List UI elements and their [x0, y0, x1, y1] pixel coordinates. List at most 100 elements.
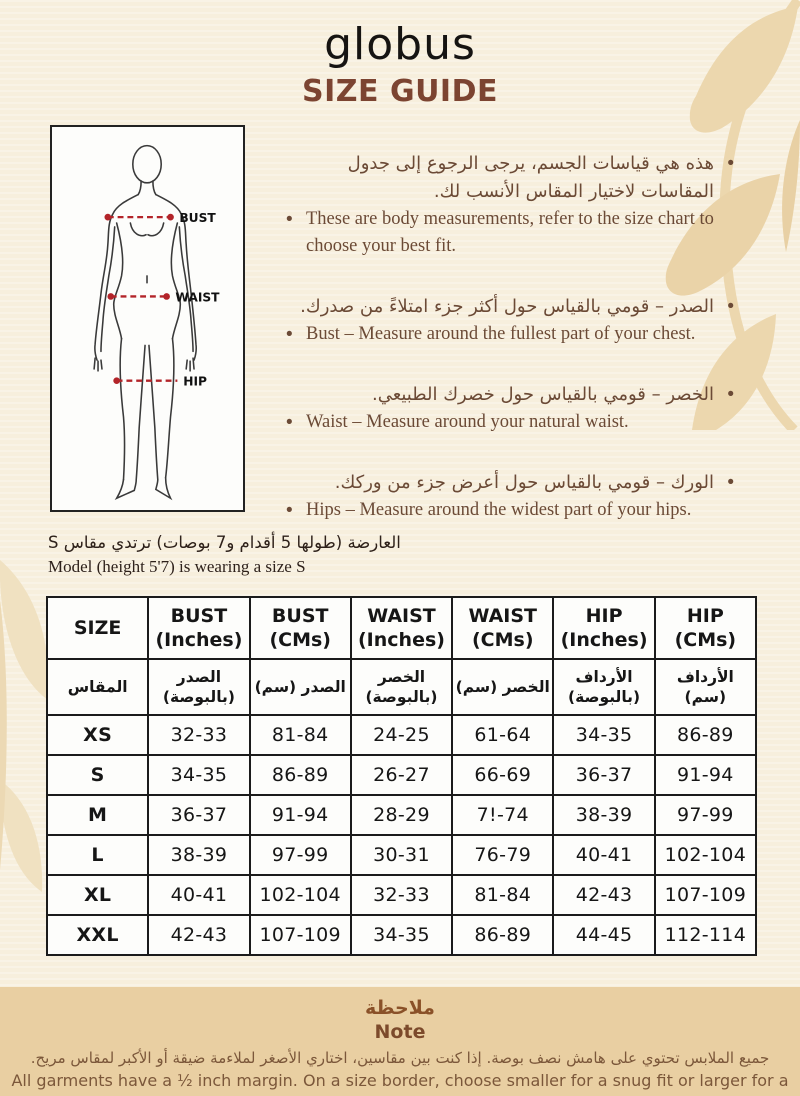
bullet-text-ar: الورك – قومي بالقياس حول أعرض جزء من ورك… [334, 472, 714, 493]
table-cell: 24-25 [349, 714, 454, 756]
table-row-xxl: XXL 42-43 107-109 34-35 86-89 44-45 112-… [45, 914, 758, 956]
table-cell: 7!-74 [451, 794, 555, 836]
model-note-en: Model (height 5'7) is wearing a size S [48, 557, 306, 576]
size-table: SIZE BUST (Inches) BUST (CMs) WAIST (Inches… [45, 596, 758, 956]
table-header-row-ar: المقاس الصدر (بالبوصة) الصدر (سم) الخصر … [45, 658, 758, 716]
bullet-item-waist-en: • Waist – Measure around your natural wa… [286, 409, 734, 436]
hip-label: HIP [183, 375, 207, 389]
col-header-bust-cm-ar: الصدر (سم) [248, 658, 352, 716]
col-header-hip-in-ar: الأرداف (بالبوصة) [552, 658, 656, 716]
table-cell: 26-27 [349, 754, 454, 796]
table-cell: 86-89 [653, 714, 758, 756]
table-header-row-en: SIZE BUST (Inches) BUST (CMs) WAIST (Inches… [45, 596, 758, 660]
table-row-xs: XS 32-33 81-84 24-25 61-64 34-35 86-89 [45, 714, 758, 756]
table-cell: 107-109 [248, 914, 352, 956]
table-cell: 91-94 [248, 794, 352, 836]
table-cell: 102-104 [653, 834, 758, 876]
col-header-bust-in-ar: الصدر (بالبوصة) [147, 658, 251, 716]
table-cell: 107-109 [653, 874, 758, 916]
bullet-item-hip-ar: الورك – قومي بالقياس حول أعرض جزء من ورك… [286, 469, 734, 497]
size-cell: XS [45, 714, 150, 756]
note-body-en: All garments have a ½ inch margin. On a … [11, 1071, 789, 1096]
bullet-text-en: Waist – Measure around your natural wais… [306, 412, 629, 432]
table-cell: 38-39 [552, 794, 656, 836]
bullet-text-en: Hips – Measure around the widest part of… [306, 500, 692, 520]
table-row-s: S 34-35 86-89 26-27 66-69 36-37 91-94 [45, 754, 758, 796]
table-cell: 40-41 [552, 834, 656, 876]
table-cell: 34-35 [552, 714, 656, 756]
bullet-group-intro: هذه هي قياسات الجسم، يرجى الرجوع إلى جدو… [286, 150, 734, 260]
col-header-size-ar: المقاس [45, 658, 150, 716]
bullet-dot: • [727, 472, 734, 493]
table-cell: 42-43 [552, 874, 656, 916]
bullet-item-bust-ar: الصدر – قومي بالقياس حول أكثر جزء امتلاء… [286, 293, 734, 321]
instruction-bullets: هذه هي قياسات الجسم، يرجى الرجوع إلى جدو… [286, 150, 734, 557]
table-cell: 102-104 [248, 874, 352, 916]
size-cell: XXL [45, 914, 150, 956]
table-cell: 36-37 [147, 794, 251, 836]
table-cell: 34-35 [349, 914, 454, 956]
measurement-figure-box: BUST WAIST HIP [50, 125, 245, 512]
table-cell: 81-84 [248, 714, 352, 756]
table-cell: 40-41 [147, 874, 251, 916]
table-cell: 97-99 [653, 794, 758, 836]
table-cell: 61-64 [451, 714, 555, 756]
table-cell: 81-84 [451, 874, 555, 916]
col-header-waist-cm-ar: الخصر (سم) [451, 658, 555, 716]
col-header-size: SIZE [45, 596, 150, 660]
note-section: ملاحظة Note جميع الملابس تحتوي على هامش … [0, 987, 800, 1096]
table-cell: 36-37 [552, 754, 656, 796]
bullet-text-en: These are body measurements, refer to th… [306, 209, 714, 256]
table-cell: 86-89 [248, 754, 352, 796]
leaf-decoration-left [0, 560, 49, 892]
page-title: SIZE GUIDE [301, 74, 498, 109]
table-cell: 32-33 [349, 874, 454, 916]
note-title-en: Note [374, 1021, 426, 1043]
table-row-xl: XL 40-41 102-104 32-33 81-84 42-43 107-1… [45, 874, 758, 916]
table-cell: 44-45 [552, 914, 656, 956]
bullet-item-bust-en: • Bust – Measure around the fullest part… [286, 321, 734, 348]
bullet-item-intro-en: • These are body measurements, refer to … [286, 206, 734, 260]
note-title-ar: ملاحظة [365, 997, 435, 1019]
note-body-ar: جميع الملابس تحتوي على هامش نصف بوصة. إذ… [30, 1049, 770, 1067]
table-cell: 86-89 [451, 914, 555, 956]
table-cell: 38-39 [147, 834, 251, 876]
size-cell: L [45, 834, 150, 876]
table-row-l: L 38-39 97-99 30-31 76-79 40-41 102-104 [45, 834, 758, 876]
bullet-item-waist-ar: الخصر – قومي بالقياس حول خصرك الطبيعي. • [286, 381, 734, 409]
col-header-hip-cm: HIP (CMs) [653, 596, 758, 660]
leaf-decoration-top-right [665, 0, 800, 430]
bullet-dot: • [286, 209, 293, 230]
bullet-text-ar: هذه هي قياسات الجسم، يرجى الرجوع إلى جدو… [347, 153, 714, 202]
bullet-dot: • [727, 384, 734, 405]
bullet-item-intro-ar: هذه هي قياسات الجسم، يرجى الرجوع إلى جدو… [286, 150, 734, 206]
table-cell: 34-35 [147, 754, 251, 796]
female-body-measurement-illustration: BUST WAIST HIP [93, 144, 220, 501]
bullet-text-ar: الخصر – قومي بالقياس حول خصرك الطبيعي. [371, 384, 714, 405]
col-header-waist-in: WAIST (Inches) [349, 596, 454, 660]
col-header-bust-cm: BUST (CMs) [248, 596, 352, 660]
table-cell: 42-43 [147, 914, 251, 956]
col-header-hip-cm-ar: الأرداف (سم) [653, 658, 758, 716]
size-cell: S [45, 754, 150, 796]
bullet-item-hip-en: • Hips – Measure around the widest part … [286, 497, 734, 524]
bullet-group-hip: الورك – قومي بالقياس حول أعرض جزء من ورك… [286, 469, 734, 524]
table-cell: 91-94 [653, 754, 758, 796]
table-row-m: M 36-37 91-94 28-29 7!-74 38-39 97-99 [45, 794, 758, 836]
bust-label: BUST [179, 211, 216, 225]
size-cell: M [45, 794, 150, 836]
table-cell: 30-31 [349, 834, 454, 876]
table-cell: 112-114 [653, 914, 758, 956]
size-cell: XL [45, 874, 150, 916]
bullet-dot: • [727, 296, 734, 317]
bullet-dot: • [727, 153, 734, 174]
bullet-text-ar: الصدر – قومي بالقياس حول أكثر جزء امتلاء… [300, 296, 714, 317]
bullet-group-waist: الخصر – قومي بالقياس حول خصرك الطبيعي. •… [286, 381, 734, 436]
table-cell: 66-69 [451, 754, 555, 796]
model-note: العارضة (طولها 5 أقدام و7 بوصات) ترتدي م… [48, 531, 468, 579]
table-cell: 97-99 [248, 834, 352, 876]
bullet-text-en: Bust – Measure around the fullest part o… [306, 324, 696, 344]
table-cell: 28-29 [349, 794, 454, 836]
col-header-waist-in-ar: الخصر (بالبوصة) [349, 658, 454, 716]
